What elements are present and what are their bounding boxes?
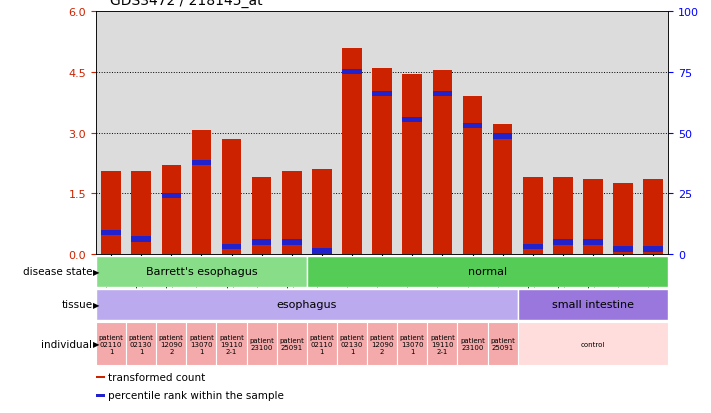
- Bar: [282, 240, 301, 245]
- Bar: [583, 180, 603, 254]
- Text: patient
02110
1: patient 02110 1: [99, 334, 124, 354]
- Text: esophagus: esophagus: [277, 299, 337, 310]
- Bar: [307, 322, 337, 366]
- Bar: [126, 322, 156, 366]
- Text: patient
19110
2-1: patient 19110 2-1: [430, 334, 455, 354]
- Text: patient
02130
1: patient 02130 1: [340, 334, 365, 354]
- Bar: [373, 92, 392, 97]
- Bar: [457, 322, 488, 366]
- Bar: [643, 180, 663, 254]
- Bar: [373, 69, 392, 254]
- Bar: [96, 256, 307, 287]
- Bar: [192, 160, 211, 165]
- Text: transformed count: transformed count: [108, 372, 205, 382]
- Bar: [132, 171, 151, 254]
- Bar: [101, 230, 121, 236]
- Bar: [277, 322, 307, 366]
- Text: patient
23100: patient 23100: [250, 337, 274, 350]
- Bar: [312, 249, 332, 254]
- Bar: [161, 193, 181, 198]
- Text: patient
19110
2-1: patient 19110 2-1: [219, 334, 244, 354]
- Bar: [342, 69, 362, 75]
- Bar: [247, 322, 277, 366]
- Text: GDS3472 / 218145_at: GDS3472 / 218145_at: [110, 0, 263, 8]
- Bar: [367, 322, 397, 366]
- Text: tissue: tissue: [61, 299, 92, 310]
- Bar: [432, 71, 452, 254]
- Text: patient
12090
2: patient 12090 2: [159, 334, 183, 354]
- Bar: [156, 322, 186, 366]
- Bar: [523, 244, 542, 249]
- Bar: [427, 322, 457, 366]
- Bar: [463, 124, 482, 129]
- Bar: [96, 394, 105, 396]
- Text: ▶: ▶: [93, 339, 100, 348]
- Bar: [186, 322, 216, 366]
- Text: Barrett's esophagus: Barrett's esophagus: [146, 266, 257, 277]
- Text: ▶: ▶: [93, 300, 100, 309]
- Bar: [583, 240, 603, 245]
- Text: patient
02130
1: patient 02130 1: [129, 334, 154, 354]
- Text: percentile rank within the sample: percentile rank within the sample: [108, 390, 284, 401]
- Bar: [161, 165, 181, 254]
- Text: disease state: disease state: [23, 266, 92, 277]
- Bar: [493, 134, 513, 139]
- Bar: [614, 247, 633, 252]
- Text: patient
12090
2: patient 12090 2: [370, 334, 395, 354]
- Bar: [282, 171, 301, 254]
- Text: patient
02110
1: patient 02110 1: [309, 334, 334, 354]
- Text: patient
25091: patient 25091: [490, 337, 515, 350]
- Text: individual: individual: [41, 339, 92, 349]
- Text: patient
13070
1: patient 13070 1: [400, 334, 424, 354]
- Bar: [216, 322, 247, 366]
- Bar: [96, 289, 518, 320]
- Bar: [643, 247, 663, 252]
- Bar: [432, 92, 452, 97]
- Bar: [96, 376, 105, 378]
- Bar: [96, 322, 126, 366]
- Bar: [463, 97, 482, 254]
- Bar: [312, 169, 332, 254]
- Text: patient
13070
1: patient 13070 1: [189, 334, 214, 354]
- Bar: [493, 125, 513, 254]
- Bar: [192, 131, 211, 254]
- Text: small intestine: small intestine: [552, 299, 634, 310]
- Bar: [222, 244, 241, 249]
- Bar: [101, 171, 121, 254]
- Bar: [614, 183, 633, 254]
- Text: ▶: ▶: [93, 267, 100, 276]
- Text: patient
25091: patient 25091: [279, 337, 304, 350]
- Bar: [132, 237, 151, 242]
- Text: normal: normal: [468, 266, 507, 277]
- Bar: [518, 289, 668, 320]
- Bar: [402, 118, 422, 123]
- Bar: [397, 322, 427, 366]
- Bar: [342, 49, 362, 254]
- Bar: [488, 322, 518, 366]
- Bar: [518, 322, 668, 366]
- Bar: [402, 75, 422, 254]
- Bar: [222, 139, 241, 254]
- Bar: [252, 240, 272, 245]
- Bar: [337, 322, 367, 366]
- Bar: [553, 240, 572, 245]
- Text: patient
23100: patient 23100: [460, 337, 485, 350]
- Bar: [523, 178, 542, 254]
- Bar: [553, 178, 572, 254]
- Bar: [252, 178, 272, 254]
- Bar: [307, 256, 668, 287]
- Text: control: control: [581, 341, 605, 347]
